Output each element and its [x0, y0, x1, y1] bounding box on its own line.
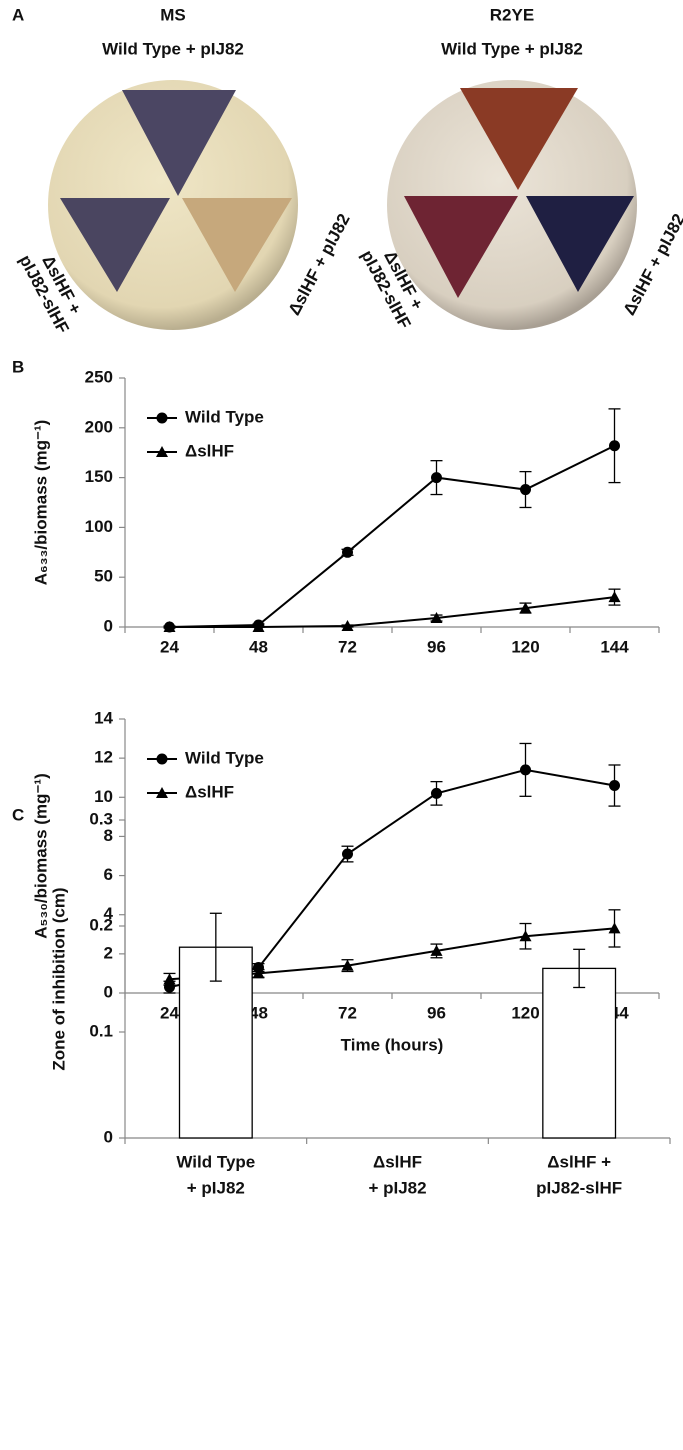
marker: [608, 591, 621, 603]
x-tick-label: 144: [600, 637, 629, 656]
y-tick-label: 0: [104, 982, 113, 1001]
panel-label: B: [12, 357, 24, 376]
y-tick-label: 0.3: [89, 809, 113, 828]
error-bar: [573, 948, 586, 989]
colony: [460, 88, 578, 190]
x-tick-label: 72: [338, 1003, 357, 1022]
y-axis-label: A₅₃₀/biomass (mg⁻¹): [31, 773, 50, 938]
x-axis-label: Time (hours): [341, 1035, 444, 1054]
marker: [164, 981, 175, 993]
y-tick-label: 200: [85, 417, 113, 436]
plate-title: MS: [160, 5, 186, 24]
legend-label: Wild Type: [185, 748, 264, 767]
colony: [60, 198, 170, 292]
marker: [156, 446, 168, 457]
y-axis-label: A₆₃₃/biomass (mg⁻¹): [31, 420, 50, 586]
line: [169, 444, 615, 628]
error-bar: [209, 912, 222, 982]
marker: [431, 787, 442, 799]
y-tick-label: 150: [85, 467, 113, 486]
x-tick-label: + pIJ82: [187, 1178, 245, 1197]
line: [169, 596, 615, 628]
y-tick-label: 14: [94, 708, 113, 727]
marker: [341, 959, 354, 971]
x-tick-label: 120: [511, 637, 539, 656]
y-tick-label: 4: [104, 904, 114, 923]
x-tick-label: 48: [249, 637, 268, 656]
marker: [520, 764, 531, 776]
marker: [252, 621, 265, 632]
y-tick-label: 2: [104, 943, 113, 962]
marker: [431, 472, 442, 484]
y-tick-label: 100: [85, 517, 113, 536]
marker: [608, 922, 621, 934]
marker: [341, 620, 354, 632]
x-tick-label: ΔslHF +: [547, 1152, 611, 1171]
y-tick-label: 10: [94, 787, 113, 806]
x-tick-label: 24: [160, 1003, 179, 1022]
colony: [526, 196, 634, 292]
marker: [156, 412, 168, 424]
legend-label: ΔslHF: [185, 782, 234, 801]
colony: [182, 198, 292, 292]
plate-ms: MS Wild Type + pIJ82 ΔslHF + pIJ82-slHF …: [15, 5, 353, 336]
marker: [430, 944, 443, 956]
y-tick-label: 0.1: [89, 1021, 113, 1040]
y-axis-label: Zone of inhibition (cm): [49, 887, 68, 1070]
y-tick-label: 0: [104, 1127, 113, 1146]
x-tick-label: Wild Type: [176, 1152, 255, 1171]
x-tick-label: 96: [427, 637, 446, 656]
panel-label: C: [12, 805, 24, 824]
y-tick-label: 6: [104, 865, 113, 884]
plate-label: Wild Type + pIJ82: [102, 39, 244, 58]
x-tick-label: ΔslHF: [373, 1152, 422, 1171]
marker: [519, 930, 532, 942]
plate-label: Wild Type + pIJ82: [441, 39, 583, 58]
y-tick-label: 12: [94, 748, 113, 767]
bar: [542, 967, 617, 1139]
plate-r2ye: R2YE Wild Type + pIJ82 ΔslHF + pIJ82-slH…: [357, 5, 683, 331]
y-tick-label: 0.2: [89, 915, 113, 934]
y-tick-label: 8: [104, 826, 113, 845]
colony: [404, 196, 518, 298]
marker: [163, 973, 176, 985]
y-tick-label: 0: [104, 616, 113, 635]
x-tick-label: 96: [427, 1003, 446, 1022]
x-tick-label: 72: [338, 637, 357, 656]
marker: [430, 612, 443, 624]
marker: [156, 753, 168, 765]
colony: [122, 90, 236, 196]
legend-label: ΔslHF: [185, 441, 234, 460]
panel-label: A: [12, 5, 24, 24]
marker: [520, 484, 531, 496]
x-tick-label: 24: [160, 637, 179, 656]
marker: [252, 967, 265, 979]
marker: [342, 848, 353, 860]
marker: [609, 440, 620, 452]
y-tick-label: 250: [85, 367, 113, 386]
x-tick-label: + pIJ82: [368, 1178, 426, 1197]
y-tick-label: 50: [94, 567, 113, 586]
legend-label: Wild Type: [185, 407, 264, 426]
marker: [609, 780, 620, 792]
x-tick-label: 120: [511, 1003, 539, 1022]
x-tick-label: pIJ82-slHF: [536, 1178, 622, 1197]
marker: [163, 621, 176, 632]
marker: [156, 787, 168, 798]
x-tick-label: 48: [249, 1003, 268, 1022]
marker: [342, 546, 353, 558]
marker: [519, 602, 532, 614]
plate-title: R2YE: [490, 5, 534, 24]
